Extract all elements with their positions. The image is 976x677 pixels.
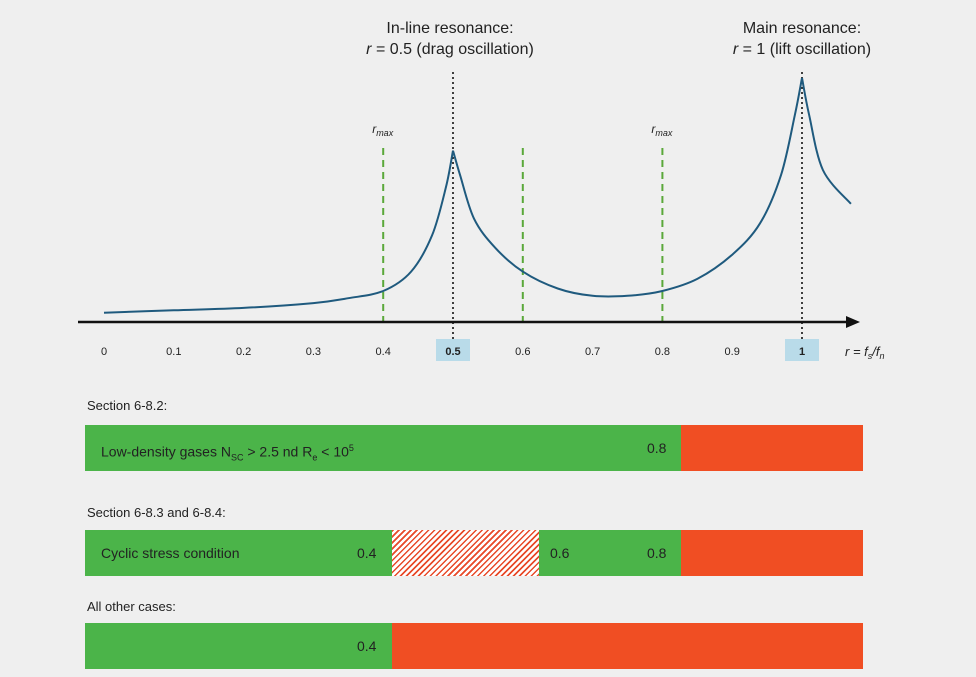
- inline-resonance-title: In-line resonance:: [386, 20, 514, 37]
- tick-label-0.4: 0.4: [376, 346, 391, 358]
- tick-label-0.3: 0.3: [306, 346, 321, 358]
- inline-resonance-annotation: In-line resonance: r = 0.5 (drag oscilla…: [320, 18, 580, 60]
- tick-label-0.7: 0.7: [585, 346, 600, 358]
- range-bar-1-text: Low-density gases NSC > 2.5 nd Re < 105: [101, 443, 354, 463]
- range-bar-1-label: Low-density gases: [101, 443, 217, 460]
- response-curve-segment-2: [801, 77, 852, 205]
- main-resonance-subtitle: r = 1 (lift oscillation): [732, 41, 872, 58]
- section-label-1: Section 6-8.2:: [87, 398, 168, 413]
- tick-label-0.5: 0.5: [445, 346, 460, 358]
- range-bar-2-safe: [85, 530, 681, 576]
- tick-label-0.8: 0.8: [655, 346, 670, 358]
- tick-label-0.1: 0.1: [166, 346, 181, 358]
- main-resonance-title: Main resonance:: [742, 20, 862, 37]
- tick-label-0.2: 0.2: [236, 346, 251, 358]
- response-curve-segment-0: [103, 150, 454, 314]
- range-bar-2-hatched-zone: [392, 530, 539, 576]
- rmax-label-0.8: rmax: [651, 122, 673, 138]
- range-bar-2: Cyclic stress condition 0.4 0.6 0.8: [85, 530, 863, 576]
- range-bar-1-value-0.8: 0.8: [647, 440, 667, 456]
- range-bar-3: 0.4: [85, 623, 863, 669]
- range-bar-2-label: Cyclic stress condition: [101, 545, 240, 561]
- main-resonance-annotation: Main resonance: r = 1 (lift oscillation): [692, 18, 912, 60]
- x-axis-arrow: [846, 316, 860, 328]
- range-bar-2-value-0.8: 0.8: [647, 545, 667, 561]
- axis-label: r = fs/fn: [845, 344, 885, 361]
- tick-label-0: 0: [101, 346, 107, 358]
- tick-highlight-1: [785, 339, 819, 361]
- range-bar-3-safe: [85, 623, 392, 669]
- resonance-plot: 0 0.1 0.2 0.3 0.4 0.5 0.6 0.7 0.8 0.9 1 r = fs/fn rm…: [78, 72, 885, 361]
- tick-label-1: 1: [799, 346, 805, 358]
- section-label-3: All other cases:: [87, 599, 176, 614]
- response-curve-segment-1: [452, 77, 803, 298]
- rmax-label-0.4: rmax: [372, 122, 394, 138]
- tick-label-0.9: 0.9: [725, 346, 740, 358]
- section-label-2: Section 6-8.3 and 6-8.4:: [87, 505, 226, 520]
- inline-resonance-subtitle: r = 0.5 (drag oscillation): [366, 41, 534, 58]
- range-bar-2-value-0.4: 0.4: [357, 545, 377, 561]
- range-bar-1-safe: [85, 425, 681, 471]
- range-bar-3-value-0.4: 0.4: [357, 638, 377, 654]
- range-bar-1: Low-density gases NSC > 2.5 nd Re < 105 …: [85, 425, 863, 471]
- tick-highlight-0.5: [436, 339, 470, 361]
- tick-label-0.6: 0.6: [515, 346, 530, 358]
- range-bar-2-value-0.6: 0.6: [550, 545, 570, 561]
